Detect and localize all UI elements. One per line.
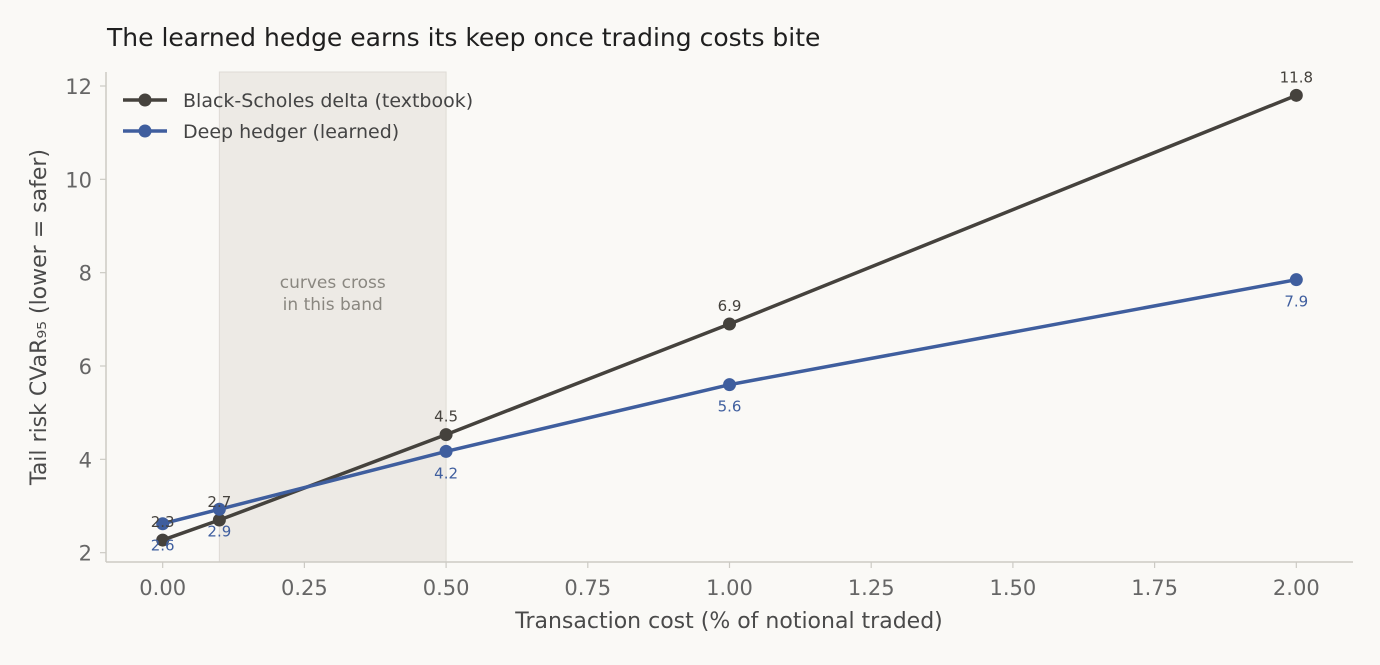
series-layer (156, 88, 1303, 547)
legend-label: Black-Scholes delta (textbook) (183, 90, 473, 112)
band-annotation-line: in this band (283, 295, 383, 315)
x-tick-label: 0.50 (423, 576, 470, 600)
series-point (1289, 273, 1303, 287)
x-tick-label: 1.75 (1131, 576, 1178, 600)
x-tick-label: 1.50 (990, 576, 1037, 600)
series-point (156, 517, 170, 531)
x-axis-label: Transaction cost (% of notional traded) (514, 609, 943, 634)
legend-swatch-marker (138, 124, 152, 138)
series-point (156, 533, 170, 547)
legend-label: Deep hedger (learned) (183, 121, 399, 143)
data-label: 11.8 (1280, 68, 1313, 86)
data-label: 2.6 (151, 537, 175, 555)
data-label: 4.2 (434, 464, 458, 482)
x-tick-label: 0.25 (281, 576, 328, 600)
data-labels: 2.3 2.7 4.5 6.9 11.8 2.6 2.9 4.2 5.6 7.9 (151, 68, 1313, 554)
data-label: 2.3 (151, 513, 175, 531)
data-label: 5.6 (718, 398, 742, 416)
y-axis-label: Tail risk CVaR₉₅ (lower = safer) (27, 149, 52, 486)
data-label: 2.9 (207, 522, 231, 540)
x-tick-label: 1.00 (706, 576, 753, 600)
series-point (1289, 88, 1303, 102)
series-point (723, 378, 736, 392)
chart-title: The learned hedge earns its keep once tr… (106, 23, 820, 52)
series-point (723, 317, 736, 331)
series-1 (156, 88, 1303, 547)
x-tick-label: 0.75 (564, 576, 611, 600)
y-tick-label: 8 (79, 262, 92, 286)
y-tick-label: 4 (79, 448, 92, 472)
series-2 (156, 273, 1303, 531)
data-label: 4.5 (434, 408, 458, 426)
shaded-band-rect (218, 71, 447, 563)
legend-swatch-marker (138, 93, 152, 107)
series-point (439, 428, 453, 442)
y-tick-label: 6 (79, 355, 92, 379)
legend: Black-Scholes delta (textbook) Deep hedge… (123, 90, 473, 143)
series-point (439, 444, 453, 458)
data-label: 6.9 (718, 297, 742, 315)
x-tick-label: 0.00 (139, 576, 186, 600)
y-tick-label: 10 (65, 168, 92, 192)
series-point (212, 513, 226, 527)
series-point (212, 502, 226, 516)
x-tick-label: 1.25 (848, 576, 895, 600)
x-tick-label: 2.00 (1273, 576, 1320, 600)
data-label: 7.9 (1284, 293, 1308, 311)
y-tick-label: 2 (79, 542, 92, 566)
axes: 0.00 0.25 0.50 0.75 1.00 1.25 1.50 1.75 2.00 2 4 6 8… (65, 72, 1353, 600)
y-tick-label: 12 (65, 75, 92, 99)
band-annotation-line: curves cross (280, 273, 386, 293)
data-label: 2.7 (207, 493, 231, 511)
